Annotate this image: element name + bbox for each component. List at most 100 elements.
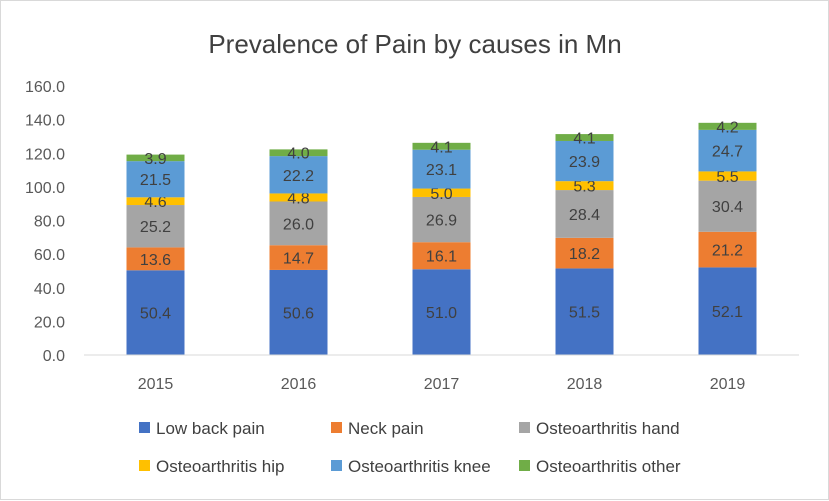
bar-segment [698,171,757,181]
legend-item: Neck pain [331,419,424,438]
data-label: 5.3 [573,179,595,196]
bar-segment [269,156,328,194]
data-label: 26.9 [426,213,457,230]
data-label: 23.1 [426,162,457,179]
data-label: 14.7 [283,251,314,268]
y-tick-label: 140.0 [25,113,65,130]
data-label: 4.2 [716,119,738,136]
bar-segment [269,201,328,246]
data-label: 4.6 [144,194,166,211]
bar-segment [269,193,328,202]
x-tick-label: 2018 [567,376,603,393]
data-label: 4.8 [287,190,309,207]
data-label: 4.1 [430,139,452,156]
bar-segment [412,242,471,270]
x-tick-label: 2016 [281,376,317,393]
bar-segment [698,267,757,355]
data-label: 51.0 [426,305,457,322]
bar-segment [126,205,185,248]
legend-swatch [331,422,342,433]
data-label: 21.2 [712,243,743,260]
y-tick-label: 100.0 [25,180,65,197]
bar-segment [126,161,185,198]
legend: Low back pain Neck pain Osteoarthritis han… [139,419,681,476]
bar-segment [269,245,328,270]
y-tick-label: 120.0 [25,146,65,163]
bar-segment [269,269,328,355]
x-tick-label: 2017 [424,376,460,393]
bar-segment [555,134,614,141]
bar-stack-2016: 50.6 14.7 26.0 4.8 22.2 4.0 [269,146,328,355]
legend-swatch [519,460,530,471]
legend-item: Osteoarthritis other [519,457,681,476]
bar-stack-2019: 52.1 21.2 30.4 5.5 24.7 4.2 [698,119,757,355]
bar-segment [412,149,471,189]
bar-segment [698,231,757,268]
bar-segment [126,197,185,206]
y-tick-label: 40.0 [34,281,65,298]
data-label: 50.4 [140,306,171,323]
bar-segment [555,237,614,269]
bar-segment [555,268,614,355]
y-tick-label: 60.0 [34,247,65,264]
data-label: 18.2 [569,246,600,263]
data-label: 28.4 [569,207,600,224]
legend-swatch [139,422,150,433]
legend-label: Osteoarthritis hand [536,419,680,438]
data-label: 25.2 [140,219,171,236]
data-label: 21.5 [140,172,171,189]
data-label: 4.1 [573,131,595,148]
data-label: 50.6 [283,305,314,322]
data-label: 13.6 [140,252,171,269]
data-label: 4.0 [287,146,309,163]
bar-stack-2015: 50.4 13.6 25.2 4.6 21.5 3.9 [126,151,185,355]
data-label: 52.1 [712,304,743,321]
x-tick-label: 2015 [138,376,174,393]
data-label: 51.5 [569,305,600,322]
legend-item: Osteoarthritis knee [331,457,491,476]
data-label: 22.2 [283,168,314,185]
x-axis: 2015 2016 2017 2018 2019 [84,354,799,393]
bar-segment [555,140,614,182]
bar-segment [698,180,757,232]
chart-title: Prevalence of Pain by causes in Mn [208,29,621,59]
data-label: 24.7 [712,144,743,161]
legend-label: Osteoarthritis other [536,457,681,476]
y-tick-label: 160.0 [25,79,65,96]
legend-item: Osteoarthritis hand [519,419,680,438]
bar-segment [412,142,471,150]
y-axis: 0.0 20.0 40.0 60.0 80.0 100.0 120.0 140.0 160.0 [25,79,65,365]
data-label: 16.1 [426,249,457,266]
bar-stack-2018: 51.5 18.2 28.4 5.3 23.9 4.1 [555,131,614,355]
data-label: 30.4 [712,199,743,216]
legend-swatch [331,460,342,471]
legend-item: Low back pain [139,419,265,438]
legend-label: Low back pain [156,419,265,438]
legend-label: Osteoarthritis knee [348,457,491,476]
y-tick-label: 0.0 [43,348,65,365]
y-tick-label: 20.0 [34,314,65,331]
data-label: 26.0 [283,216,314,233]
data-label: 23.9 [569,154,600,171]
bar-segment [269,149,328,157]
legend-label: Osteoarthritis hip [156,457,285,476]
x-tick-label: 2019 [710,376,746,393]
y-tick-label: 80.0 [34,214,65,231]
bars: 50.4 13.6 25.2 4.6 21.5 3.9 50.6 14.7 26.0 4.8 22.… [126,119,757,355]
legend-item: Osteoarthritis hip [139,457,285,476]
bar-segment [555,190,614,238]
data-label: 5.5 [716,169,738,186]
bar-segment [412,196,471,243]
bar-segment [555,181,614,191]
bar-segment [412,188,471,197]
bar-segment [698,122,757,130]
bar-stack-2017: 51.0 16.1 26.9 5.0 23.1 4.1 [412,139,471,355]
legend-swatch [139,460,150,471]
data-label: 5.0 [430,186,452,203]
bar-segment [412,269,471,355]
bar-segment [126,247,185,271]
bar-segment [126,270,185,355]
data-label: 3.9 [144,151,166,168]
